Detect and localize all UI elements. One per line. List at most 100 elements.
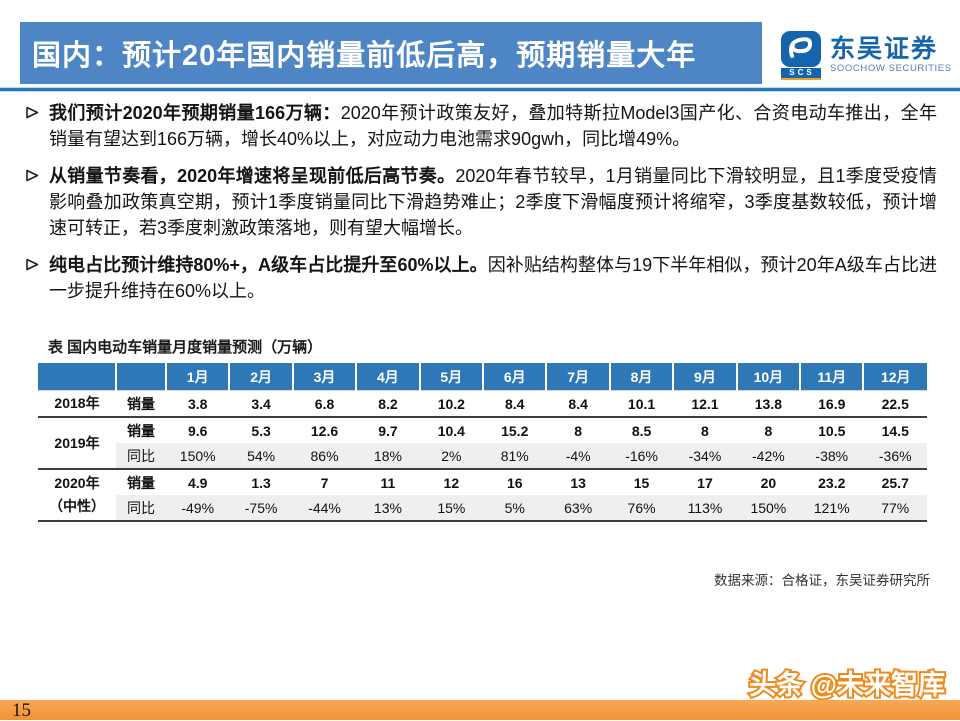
logo-abbr: SCS (781, 67, 821, 80)
value-cell: 10.1 (609, 390, 674, 417)
footer-bar (0, 700, 960, 720)
table-row: 同比 -49% -75% -44% 13% 15% 5% 63% 76% 113% 150% 121%… (38, 495, 927, 521)
value-cell: -44% (292, 495, 357, 521)
row-label-cell: 同比 (116, 443, 166, 469)
value-cell: -75% (229, 495, 293, 521)
logo-text: 东吴证券 SOOCHOW SECURITIES (830, 35, 952, 75)
month-header: 8月 (609, 363, 675, 391)
value-cell: 14.5 (863, 416, 927, 443)
row-label-cell: 同比 (116, 495, 166, 521)
row-label-cell: 销量 (116, 390, 166, 417)
value-cell: 121% (800, 495, 864, 521)
month-header: 1月 (166, 363, 231, 391)
value-cell: 76% (609, 495, 674, 521)
value-cell: -38% (800, 443, 864, 469)
month-header: 6月 (483, 363, 548, 391)
bullet-body: 2020年预计政策友好，叠加特斯拉Model3国产化、合资电动车推出，全年销量有… (49, 103, 938, 149)
value-cell: 16 (483, 468, 547, 495)
value-cell: 10.2 (419, 390, 484, 417)
value-cell: 5.3 (229, 416, 293, 443)
value-cell: 23.2 (800, 468, 864, 495)
value-cell: 2% (419, 443, 484, 469)
value-cell: -4% (546, 443, 610, 469)
value-cell: 150% (166, 443, 230, 469)
empty-header (116, 363, 167, 391)
month-header: 3月 (292, 363, 358, 391)
value-cell: 16.9 (800, 390, 864, 417)
value-cell: 18% (356, 443, 420, 469)
table-row: 2019年 销量 9.6 5.3 12.6 9.7 10.4 15.2 8 8.5 8 8 10.5 14… (38, 416, 927, 469)
table-body: 2018年 销量 3.8 3.4 6.8 8.2 10.2 8.4 8.4 10.1 12.1 13.… (38, 390, 927, 521)
value-cell: 54% (229, 443, 293, 469)
value-cell: 12.6 (292, 416, 357, 443)
soochow-swirl-icon (781, 30, 821, 67)
value-cell: 1.3 (229, 468, 293, 495)
value-cell: 15 (609, 468, 674, 495)
value-cell: 13.8 (736, 390, 801, 417)
bullet-lead: 我们预计2020年预期销量166万辆： (49, 103, 341, 123)
value-cell: 8 (546, 416, 610, 443)
value-cell: 11 (356, 468, 420, 495)
logo-name-cn: 东吴证券 (830, 35, 939, 63)
month-header: 9月 (673, 363, 738, 391)
bullet-arrow-icon (25, 252, 49, 304)
year-cell: 2019年 (38, 416, 116, 469)
value-cell: -16% (609, 443, 674, 469)
value-cell: 12 (419, 468, 484, 495)
page-title: 国内：预计20年国内销量前低后高，预期销量大年 (32, 40, 697, 72)
value-cell: 15% (419, 495, 484, 521)
bullet-arrow-icon (25, 163, 49, 241)
row-label-cell: 销量 (116, 416, 166, 443)
bullet-arrow-icon (25, 100, 49, 152)
value-cell: 8 (673, 416, 737, 443)
value-cell: 7 (292, 468, 357, 495)
value-cell: 77% (863, 495, 927, 521)
table-head: 1月 2月 3月 4月 5月 6月 7月 8月 9月 10月 11月 12月 (38, 363, 927, 391)
value-cell: 13 (546, 468, 610, 495)
page-number: 15 (12, 700, 31, 721)
header-divider (0, 87, 960, 92)
slide-title-bar: 国内：预计20年国内销量前低后高，预期销量大年 (20, 22, 762, 84)
table-title: 表 国内电动车销量月度销量预测（万辆） (48, 339, 323, 356)
value-cell: 10.4 (419, 416, 484, 443)
value-cell: 25.7 (863, 468, 927, 495)
month-header: 12月 (863, 363, 927, 391)
value-cell: 6.8 (292, 390, 357, 417)
empty-header (38, 363, 117, 391)
value-cell: 10.5 (800, 416, 864, 443)
bullet-item: 从销量节奏看，2020年增速将呈现前低后高节奏。2020年春节较早，1月销量同比… (25, 163, 937, 241)
value-cell: -42% (736, 443, 801, 469)
value-cell: 3.8 (166, 390, 230, 417)
bullet-text: 从销量节奏看，2020年增速将呈现前低后高节奏。2020年春节较早，1月销量同比… (49, 163, 937, 241)
value-cell: 22.5 (863, 390, 927, 417)
table-row: 2018年 销量 3.8 3.4 6.8 8.2 10.2 8.4 8.4 10.1 12.1 13.… (38, 390, 927, 417)
month-header: 11月 (800, 363, 865, 391)
value-cell: 13% (356, 495, 420, 521)
value-cell: 150% (736, 495, 801, 521)
row-label-cell: 销量 (116, 468, 166, 495)
value-cell: -49% (166, 495, 230, 521)
value-cell: 8.2 (356, 390, 420, 417)
value-cell: 17 (673, 468, 737, 495)
value-cell: -36% (863, 443, 927, 469)
bullet-item: 纯电占比预计维持80%+，A级车占比提升至60%以上。因补贴结构整体与19下半年… (25, 252, 937, 304)
table-row: 2020年 （中性） 销量 4.9 1.3 7 11 12 16 13 15 17 20 23.2 25.7 (38, 468, 927, 521)
month-header: 4月 (356, 363, 421, 391)
month-header: 2月 (229, 363, 294, 391)
value-cell: 63% (546, 495, 610, 521)
bullet-body: 2020年春节较早，1月销量同比下滑较明显，且1季度受疫情影响叠加政策真空期，预… (49, 166, 938, 238)
year-cell: 2018年 (38, 390, 116, 417)
logo-mark: SCS (780, 30, 822, 80)
data-source-note: 数据来源：合格证，东吴证券研究所 (714, 573, 930, 588)
month-header: 7月 (546, 363, 611, 391)
bullet-item: 我们预计2020年预期销量166万辆：2020年预计政策友好，叠加特斯拉Mode… (25, 100, 937, 152)
forecast-table: 1月 2月 3月 4月 5月 6月 7月 8月 9月 10月 11月 12月 2018年 销量 3.8 3.… (38, 363, 927, 522)
value-cell: 12.1 (673, 390, 737, 417)
bullet-text: 纯电占比预计维持80%+，A级车占比提升至60%以上。因补贴结构整体与19下半年… (49, 252, 937, 304)
brand-logo: SCS 东吴证券 SOOCHOW SECURITIES (780, 28, 956, 82)
value-cell: 8 (736, 416, 801, 443)
value-cell: 113% (673, 495, 737, 521)
table-row: 同比 150% 54% 86% 18% 2% 81% -4% -16% -34% -42% -38% -… (38, 443, 927, 469)
table-header-row: 1月 2月 3月 4月 5月 6月 7月 8月 9月 10月 11月 12月 (38, 363, 927, 391)
